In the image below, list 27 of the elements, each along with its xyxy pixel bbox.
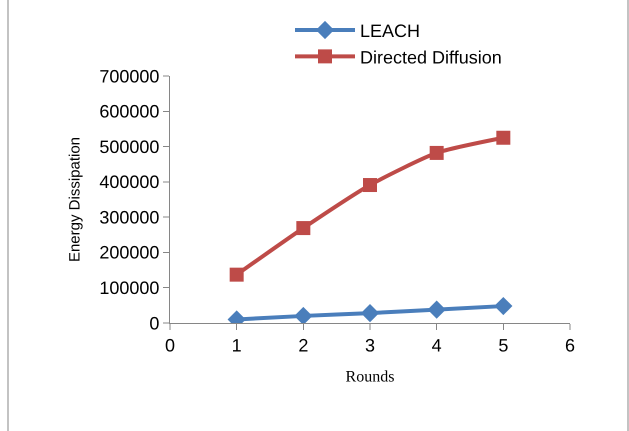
- y-tick-label: 300000: [99, 207, 160, 228]
- x-tick-label: 5: [498, 336, 508, 356]
- x-tick-label: 2: [298, 336, 308, 356]
- x-tick-label: 3: [364, 336, 376, 356]
- x-tick-label: 0: [164, 336, 176, 356]
- point: [360, 304, 380, 322]
- x-tick-label: 1: [232, 336, 242, 356]
- x-tick-label: 4: [432, 336, 442, 356]
- point: [428, 300, 446, 319]
- y-tick-label: 200000: [99, 242, 160, 263]
- y-axis-title: Energy Dissipation: [66, 136, 84, 262]
- point: [296, 221, 310, 236]
- legend-label: LEACH: [360, 21, 420, 41]
- point: [363, 178, 377, 192]
- point: [230, 268, 244, 282]
- x-axis-title: Rounds: [346, 368, 394, 386]
- x-tick-label: 6: [564, 336, 576, 356]
- y-tick-label: 600000: [99, 102, 160, 122]
- y-tick-label: 700000: [99, 66, 160, 86]
- point: [494, 296, 512, 316]
- point: [496, 130, 510, 145]
- y-tick-label: 500000: [99, 136, 160, 157]
- y-tick-label: 400000: [99, 172, 160, 192]
- point: [430, 146, 444, 160]
- y-tick-label: 0: [149, 313, 160, 334]
- y-tick-label: 100000: [99, 278, 160, 298]
- legend-label: Directed Diffusion: [360, 47, 502, 68]
